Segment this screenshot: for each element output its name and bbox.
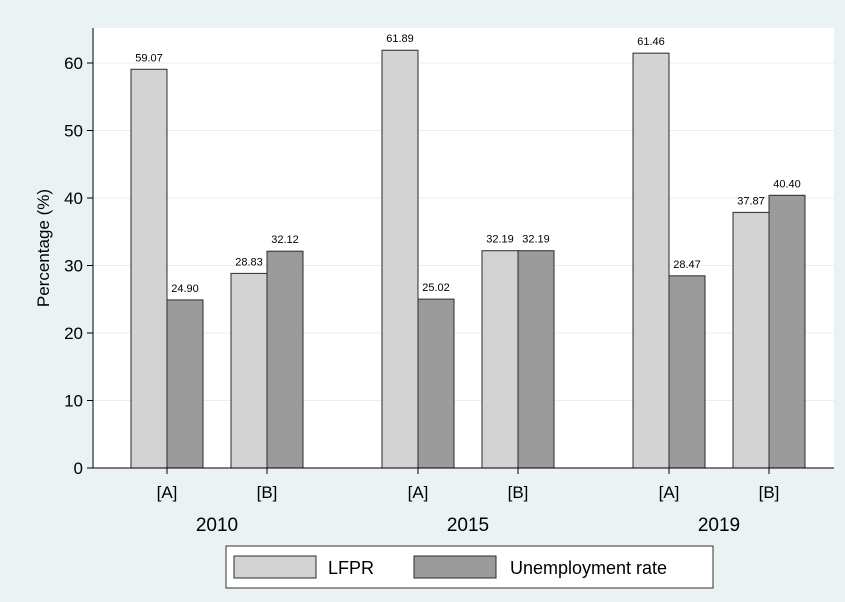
bar-value-label: 61.46 xyxy=(637,36,665,48)
year-label: 2015 xyxy=(447,515,489,536)
subgroup-label: [B] xyxy=(508,483,529,502)
y-axis: 0 10 20 30 40 50 60 xyxy=(64,28,94,478)
bar xyxy=(381,49,419,469)
bar xyxy=(732,211,770,469)
bar-value-label: 59.07 xyxy=(135,52,163,64)
y-tick-label: 50 xyxy=(64,122,83,141)
bar xyxy=(632,52,670,469)
y-tick-label: 10 xyxy=(64,392,83,411)
bar xyxy=(668,275,706,469)
y-axis-title: Percentage (%) xyxy=(34,189,53,307)
bar-value-label: 24.90 xyxy=(171,283,199,295)
bar-value-label: 32.19 xyxy=(522,234,550,246)
bar xyxy=(130,68,168,469)
subgroup-label: [A] xyxy=(659,483,680,502)
subgroup-label: [B] xyxy=(257,483,278,502)
bar-value-label: 28.47 xyxy=(673,259,701,271)
legend-label-unemployment: Unemployment rate xyxy=(510,558,667,578)
year-label: 2010 xyxy=(196,515,238,536)
bar xyxy=(768,194,806,469)
x-axis: [A] [B] 2010 [A] [B] 2015 [A] [B] 2019 xyxy=(93,467,834,536)
year-label: 2019 xyxy=(698,515,740,536)
bar-value-label: 61.89 xyxy=(386,33,414,45)
bar-value-label: 40.40 xyxy=(773,178,801,190)
legend: LFPR Unemployment rate xyxy=(225,545,714,589)
subgroup-label: [A] xyxy=(157,483,178,502)
y-tick-label: 40 xyxy=(64,189,83,208)
bar-value-label: 25.02 xyxy=(422,282,450,294)
subgroup-label: [B] xyxy=(759,483,780,502)
legend-label-lfpr: LFPR xyxy=(328,558,374,578)
bar xyxy=(266,250,304,469)
y-tick-label: 30 xyxy=(64,257,83,276)
bars: 59.07 24.90 28.83 32.12 61.89 25.02 32.19 32.19… xyxy=(130,33,806,469)
subgroup-label: [A] xyxy=(408,483,429,502)
y-tick-label: 20 xyxy=(64,324,83,343)
bar xyxy=(230,272,268,469)
plot-area xyxy=(93,28,834,468)
bar-value-label: 28.83 xyxy=(235,256,263,268)
gridlines xyxy=(93,62,834,401)
legend-swatch-unemployment xyxy=(413,555,497,579)
y-tick-label: 0 xyxy=(74,459,83,478)
bar xyxy=(417,298,455,469)
bar xyxy=(517,250,555,469)
legend-swatch-lfpr xyxy=(233,555,317,579)
bar-value-label: 32.19 xyxy=(486,234,514,246)
bar-value-label: 32.12 xyxy=(271,234,299,246)
bar xyxy=(481,250,519,469)
bar xyxy=(166,299,204,469)
bar-value-label: 37.87 xyxy=(737,195,765,207)
y-tick-label: 60 xyxy=(64,54,83,73)
